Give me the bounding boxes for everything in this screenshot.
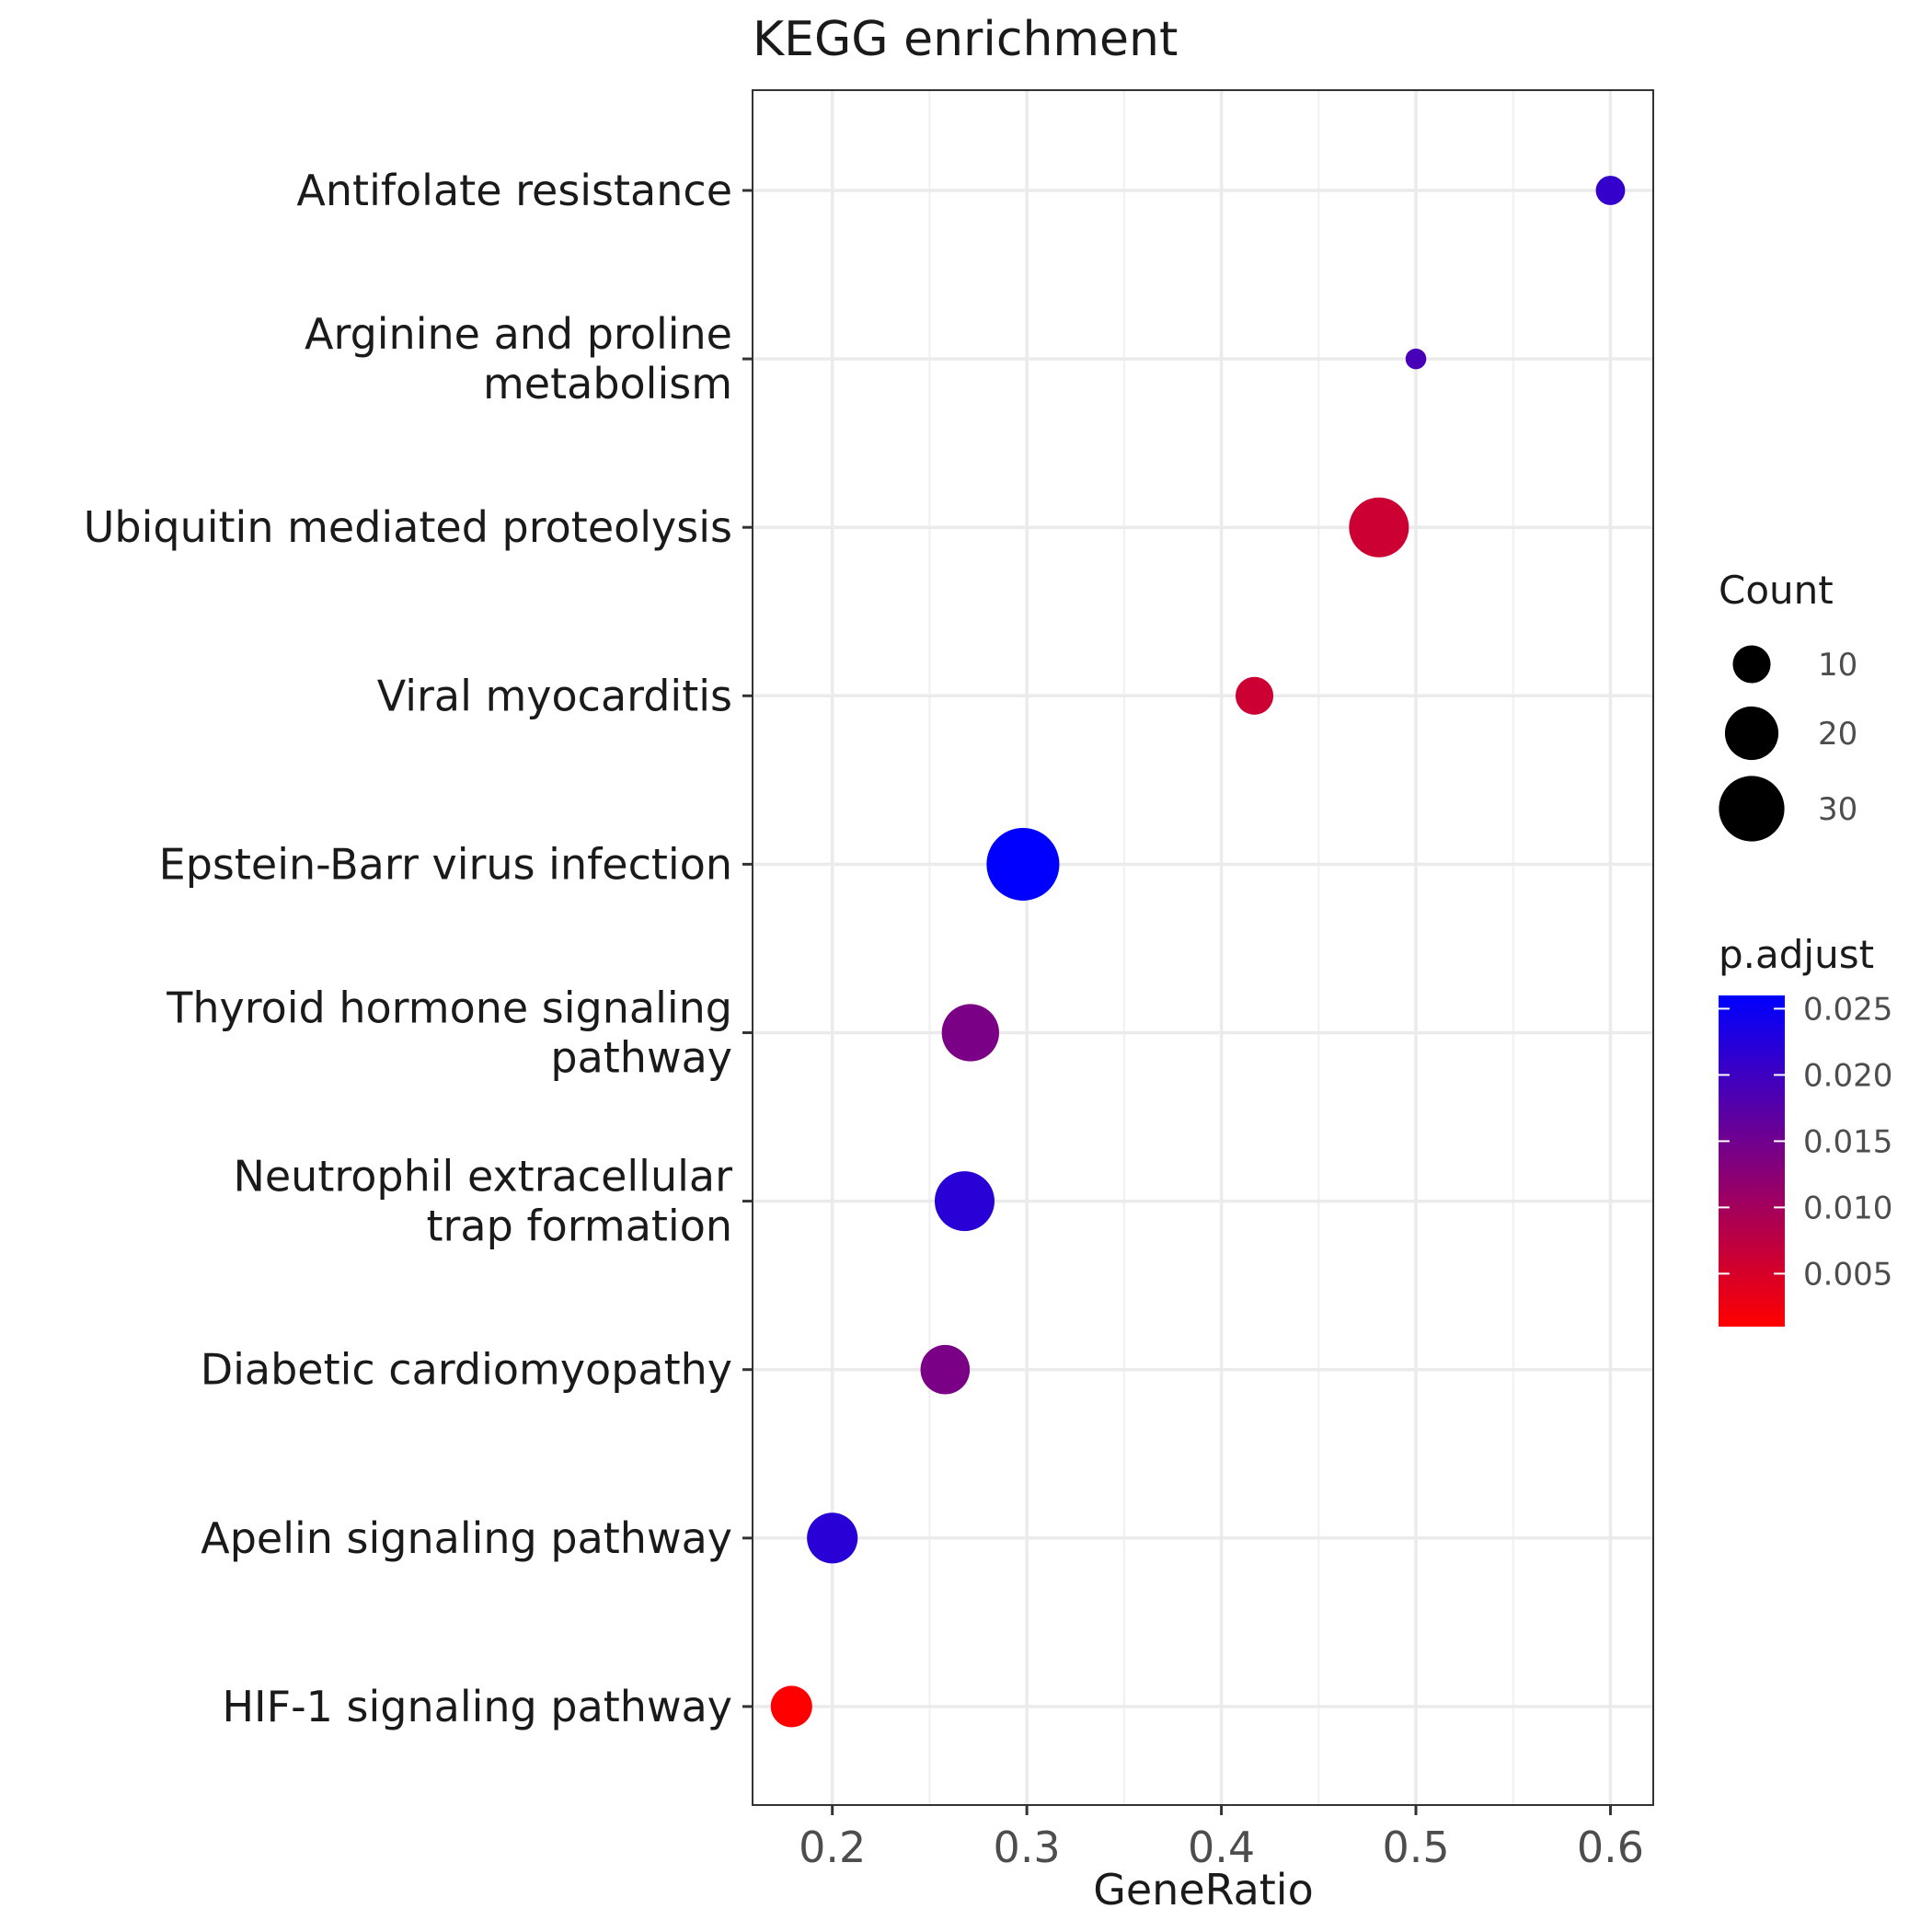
data-point	[941, 1004, 999, 1062]
category-label: Apelin signaling pathway	[201, 1513, 732, 1563]
count-legend-key	[1732, 645, 1771, 684]
p-adjust-legend-label: 0.020	[1803, 1057, 1892, 1094]
category-label: Antifolate resistance	[296, 166, 732, 215]
data-point	[1405, 348, 1427, 370]
category-label: Thyroid hormone signaling pathway	[166, 983, 732, 1083]
category-label: Neutrophil extracellular trap formation	[233, 1152, 732, 1251]
x-tick-label: 0.3	[994, 1823, 1061, 1872]
count-legend-key	[1719, 776, 1785, 842]
category-label-line: Apelin signaling pathway	[201, 1513, 732, 1563]
category-label-line: metabolism	[483, 359, 732, 408]
chart-title: KEGG enrichment	[753, 12, 1178, 67]
count-legend-key	[1724, 706, 1779, 761]
p-adjust-legend: p.adjust 0.005 0.010 0.015 0.020 0.025	[1719, 932, 1892, 1327]
count-legend-label: 10	[1818, 647, 1857, 684]
category-label: Ubiquitin mediated proteolysis	[84, 502, 732, 552]
category-label: HIF-1 signaling pathway	[222, 1682, 732, 1731]
x-tick-label: 0.4	[1188, 1823, 1255, 1872]
category-label-line: Thyroid hormone signaling	[166, 983, 732, 1033]
x-axis: 0.2 0.3 0.4 0.5 0.6	[799, 1805, 1644, 1872]
count-legend-label: 20	[1818, 716, 1857, 753]
data-point	[807, 1512, 858, 1564]
data-point	[1349, 497, 1409, 558]
p-adjust-colorbar	[1719, 995, 1785, 1327]
category-label-line: Arginine and proline	[305, 309, 732, 359]
data-point	[986, 827, 1060, 901]
category-label: Diabetic cardiomyopathy	[201, 1345, 732, 1395]
category-label-line: Antifolate resistance	[296, 166, 732, 215]
panel-border	[752, 89, 1654, 1806]
p-adjust-legend-title: p.adjust	[1719, 932, 1874, 977]
category-label: Viral myocarditis	[377, 671, 732, 720]
p-adjust-legend-label: 0.015	[1803, 1123, 1892, 1160]
data-point	[770, 1685, 812, 1728]
category-label-line: Diabetic cardiomyopathy	[201, 1345, 732, 1395]
category-label-line: Viral myocarditis	[377, 671, 732, 720]
x-tick-label: 0.5	[1382, 1823, 1449, 1872]
category-label-line: Ubiquitin mediated proteolysis	[84, 502, 732, 552]
x-tick-label: 0.6	[1577, 1823, 1644, 1872]
category-label-line: Epstein-Barr virus infection	[159, 839, 732, 889]
x-tick-label: 0.2	[799, 1823, 866, 1872]
p-adjust-legend-label: 0.025	[1803, 991, 1892, 1028]
category-label: Epstein-Barr virus infection	[159, 839, 732, 889]
panel-background	[753, 90, 1653, 1805]
category-label-line: trap formation	[426, 1202, 732, 1251]
p-adjust-legend-label: 0.005	[1803, 1256, 1892, 1293]
data-point	[934, 1171, 995, 1232]
y-axis: Antifolate resistance Arginine and prolin…	[84, 166, 753, 1731]
category-label-line: pathway	[550, 1033, 732, 1083]
count-legend: Count 10 20 30	[1719, 568, 1857, 842]
category-label-line: HIF-1 signaling pathway	[222, 1682, 732, 1731]
data-point	[920, 1344, 971, 1395]
x-axis-title: GeneRatio	[1093, 1865, 1314, 1915]
data-point	[1595, 176, 1626, 205]
count-legend-label: 30	[1818, 791, 1857, 828]
count-legend-title: Count	[1719, 568, 1834, 613]
data-point	[1235, 676, 1274, 715]
plot-panel	[752, 89, 1654, 1806]
category-label-line: Neutrophil extracellular	[233, 1152, 732, 1202]
p-adjust-legend-label: 0.010	[1803, 1190, 1892, 1226]
category-label: Arginine and proline metabolism	[305, 309, 732, 408]
